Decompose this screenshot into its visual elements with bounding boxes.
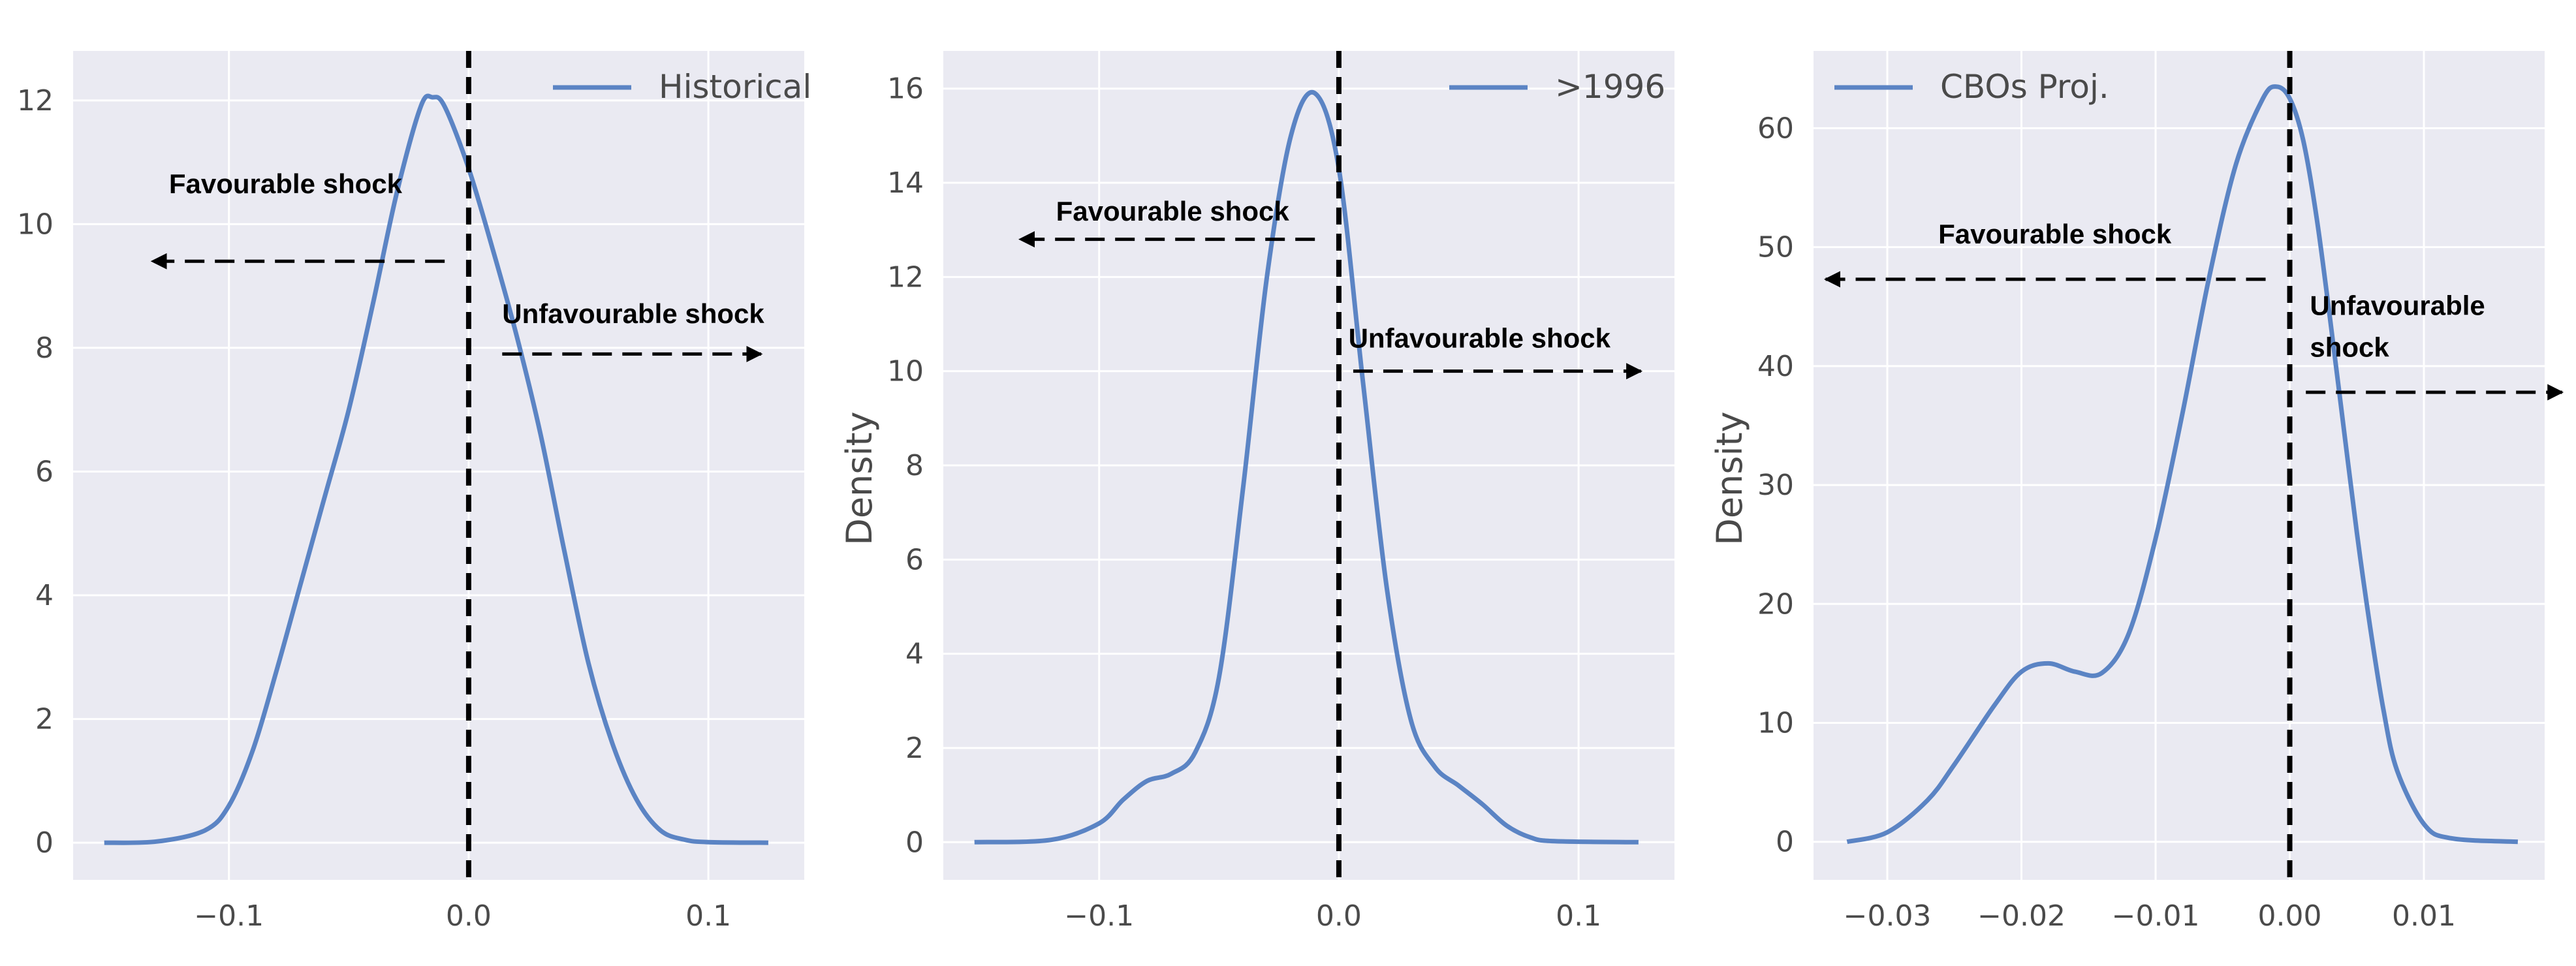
density-point bbox=[420, 106, 421, 107]
plot-area bbox=[1814, 51, 2545, 880]
density-point bbox=[1954, 764, 1955, 765]
annotation-label: Favourable shock bbox=[1056, 196, 1290, 226]
y-tick-label: 0 bbox=[35, 826, 54, 860]
y-tick-label: 4 bbox=[905, 638, 924, 671]
density-point bbox=[2128, 633, 2129, 634]
y-tick-label: 2 bbox=[905, 732, 924, 765]
annotation-label: Favourable shock bbox=[169, 168, 403, 199]
y-tick-label: 16 bbox=[887, 72, 924, 106]
density-point bbox=[2316, 217, 2317, 218]
density-point bbox=[1170, 773, 1171, 774]
y-tick-label: 60 bbox=[1757, 112, 1794, 145]
annotation-label: Unfavourable shock bbox=[1349, 323, 1611, 354]
y-tick-label: 0 bbox=[1776, 826, 1794, 859]
y-tick-label: 50 bbox=[1757, 231, 1794, 264]
y-tick-label: 6 bbox=[35, 455, 54, 488]
density-point bbox=[2396, 770, 2397, 771]
density-point bbox=[1638, 842, 1639, 843]
density-point bbox=[1243, 489, 1244, 490]
density-point bbox=[2517, 841, 2518, 842]
y-tick-label: 12 bbox=[887, 260, 924, 294]
chart-panel-2: −0.1 0.0 0.1 0 2 4 6 8 10 12 14 16 Density Favourable… bbox=[839, 51, 1674, 933]
x-tick-label: 0.1 bbox=[1556, 899, 1601, 933]
density-point bbox=[432, 97, 433, 98]
legend-label: >1996 bbox=[1555, 68, 1665, 106]
density-point bbox=[2343, 425, 2344, 426]
density-point bbox=[204, 830, 205, 831]
legend: Historical bbox=[553, 68, 811, 106]
density-point bbox=[1994, 705, 1995, 706]
annotation-label: Favourable shock bbox=[1938, 219, 2172, 249]
y-tick-label: 14 bbox=[887, 166, 924, 200]
x-tick-label: −0.03 bbox=[1844, 899, 1932, 933]
legend: CBOs Proj. bbox=[1834, 68, 2109, 106]
legend-label: CBOs Proj. bbox=[1940, 68, 2109, 106]
y-tick-label: 10 bbox=[17, 208, 54, 241]
density-point bbox=[300, 583, 301, 584]
annotation-label: Unfavourable shock bbox=[502, 298, 764, 329]
legend: >1996 bbox=[1449, 68, 1665, 106]
chart-panel-1: −0.1 0.0 0.1 0 2 4 6 8 10 12 Favourable shock Unfav… bbox=[17, 51, 811, 933]
y-tick-label: 0 bbox=[905, 826, 924, 859]
density-point bbox=[1458, 785, 1459, 786]
y-tick-label: 30 bbox=[1757, 469, 1794, 502]
x-tick-label: 0.01 bbox=[2392, 899, 2456, 933]
density-point bbox=[1530, 837, 1531, 838]
density-point bbox=[2182, 413, 2183, 414]
y-tick-label: 20 bbox=[1757, 587, 1794, 621]
density-line bbox=[1846, 84, 2519, 845]
density-point bbox=[324, 496, 325, 497]
density-point bbox=[708, 842, 709, 843]
x-tick-label: 0.1 bbox=[685, 899, 731, 933]
density-point bbox=[684, 839, 685, 840]
density-point bbox=[1887, 832, 1888, 833]
density-point bbox=[1051, 839, 1052, 840]
density-point bbox=[588, 663, 589, 664]
annotation-label: shock bbox=[2310, 332, 2389, 362]
density-point bbox=[2289, 98, 2290, 99]
plot-area bbox=[73, 51, 804, 880]
density-point bbox=[1434, 766, 1435, 767]
y-tick-label: 10 bbox=[1757, 706, 1794, 740]
x-tick-label: −0.02 bbox=[1977, 899, 2066, 933]
density-point bbox=[228, 805, 229, 806]
x-tick-label: −0.1 bbox=[1064, 899, 1134, 933]
x-tick-label: −0.01 bbox=[2112, 899, 2200, 933]
x-tick-label: 0.0 bbox=[446, 899, 492, 933]
density-point bbox=[2101, 672, 2102, 673]
x-tick-label: 0.0 bbox=[1316, 899, 1362, 933]
y-tick-label: 12 bbox=[17, 84, 54, 117]
y-tick-label: 6 bbox=[905, 543, 924, 576]
y-axis-label: Density bbox=[1709, 411, 1750, 545]
y-tick-label: 4 bbox=[35, 579, 54, 612]
density-point bbox=[612, 743, 613, 744]
y-tick-label: 40 bbox=[1757, 350, 1794, 383]
y-axis-label: Density bbox=[839, 411, 880, 545]
y-tick-label: 8 bbox=[905, 449, 924, 482]
density-point bbox=[660, 830, 661, 831]
chart-panel-3: −0.03 −0.02 −0.01 0.00 0.01 0 10 20 30 40 50 60 Dens… bbox=[1709, 51, 2564, 933]
legend-label: Historical bbox=[659, 68, 811, 106]
density-line bbox=[104, 93, 768, 845]
y-tick-label: 10 bbox=[887, 355, 924, 388]
x-tick-label: 0.00 bbox=[2258, 899, 2322, 933]
x-tick-label: −0.1 bbox=[194, 899, 264, 933]
annotation-label: Unfavourable bbox=[2310, 290, 2485, 321]
density-line bbox=[974, 89, 1639, 845]
density-point bbox=[974, 842, 975, 843]
y-tick-label: 2 bbox=[35, 703, 54, 736]
density-point bbox=[2048, 663, 2049, 664]
y-tick-label: 8 bbox=[35, 332, 54, 365]
